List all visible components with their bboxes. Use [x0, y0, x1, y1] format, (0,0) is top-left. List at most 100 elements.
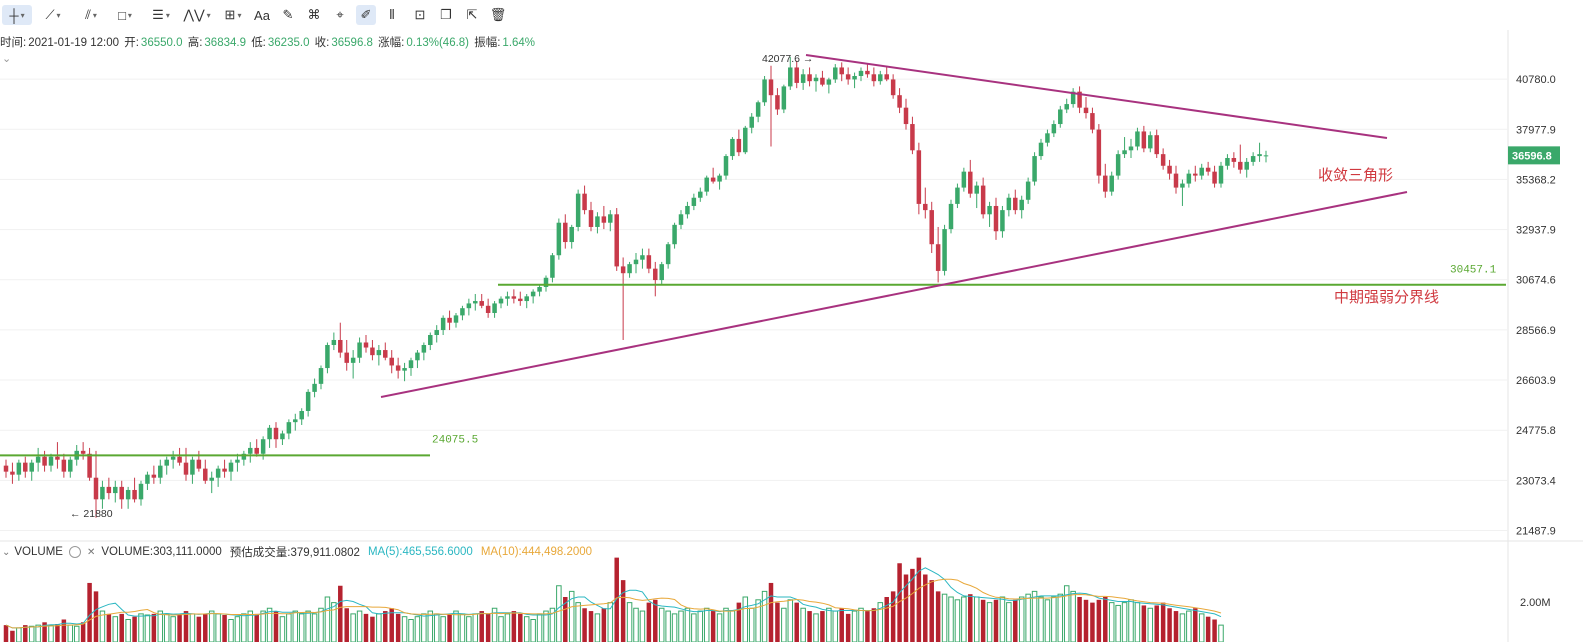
volume-bar	[536, 613, 543, 642]
volume-bar	[697, 610, 704, 642]
volume-bar	[633, 607, 639, 642]
collapse-volume-icon[interactable]: ⌄	[2, 546, 11, 558]
amplitude-label: 振幅:	[474, 37, 501, 49]
candle-body	[42, 456, 47, 466]
candle-body	[518, 298, 523, 302]
volume-bar	[716, 613, 723, 642]
candle-body	[170, 456, 176, 460]
crosshair-tool-icon[interactable]: ┼ ▾	[2, 5, 32, 25]
volume-bar	[530, 619, 536, 642]
candle-body	[1077, 91, 1082, 108]
draw-mode-tool-icon[interactable]: ✐	[356, 5, 376, 25]
candle-body	[871, 74, 877, 82]
candle-body	[826, 79, 832, 85]
triangle-upper-line	[805, 54, 1388, 139]
volume-bar	[1193, 608, 1198, 642]
volume-bar	[948, 596, 954, 642]
brush-tool-icon[interactable]: ✎	[282, 7, 294, 22]
candle-body	[485, 305, 491, 313]
measure-tool-icon[interactable]: ⊞ ▾	[224, 7, 242, 22]
lock-icon[interactable]: ⊡	[414, 7, 426, 22]
volume-bar	[556, 585, 562, 642]
candle-body	[453, 315, 459, 323]
close-volume-icon[interactable]: ✕	[86, 546, 96, 558]
volume-title: VOLUME	[14, 546, 63, 558]
support-label: 中期强弱分界线	[1334, 289, 1439, 306]
drawing-toolbar: ┼ ▾ ⟋ ▾ ⫽ ▾ □ ▾ ☰ ▾ ⋀⋁ ▾ ⊞ ▾ Aa ✎ ⌘ ⌖ ✐ ⫴ ⊡ ❐ ⇱ 🗑	[0, 0, 1583, 30]
candle-body	[601, 216, 607, 223]
volume-bar	[23, 625, 28, 642]
candle-body	[704, 177, 709, 192]
candle-body	[3, 465, 9, 472]
export-icon[interactable]: ⇱	[466, 7, 478, 22]
candle-body	[434, 330, 439, 335]
magnet-tool-icon[interactable]: ⌘	[307, 7, 321, 22]
volume-bar	[723, 607, 729, 642]
candle-body	[113, 486, 118, 494]
volume-bar	[594, 613, 601, 642]
volume-bar	[383, 611, 388, 642]
volume-bar	[1038, 596, 1044, 642]
volume-bar	[865, 611, 870, 642]
volume-bar	[968, 594, 973, 642]
volume-bar	[254, 613, 259, 642]
volume-bar	[1173, 611, 1179, 642]
rectangle-tool-icon[interactable]: □ ▾	[118, 7, 132, 23]
volume-bar	[884, 597, 889, 642]
candle-body	[569, 226, 574, 243]
ruler-tool-icon[interactable]: ⌖	[336, 7, 344, 22]
candle-body	[968, 171, 973, 194]
candle-body	[1109, 175, 1114, 192]
text-tool-icon[interactable]: Aa	[254, 7, 270, 23]
volume-bar	[479, 611, 484, 642]
price-chart[interactable]: 40780.0 37977.9 35368.2 32937.9 30674.6 28566…	[0, 30, 1583, 642]
volume-bar	[1090, 602, 1095, 642]
volume-bar	[678, 610, 684, 642]
candle-body	[1000, 210, 1005, 232]
candle-body	[620, 266, 626, 274]
volume-bar	[163, 613, 170, 642]
delete-icon[interactable]: 🗑	[489, 7, 507, 22]
volume-bar	[511, 611, 517, 642]
volume-bar	[1077, 597, 1082, 642]
candle-body	[376, 350, 382, 356]
change-label: 涨幅:	[378, 37, 405, 49]
candle-body	[852, 76, 857, 80]
horizontal-lines-tool-icon[interactable]: ☰ ▾	[152, 7, 170, 22]
ohlc-toggle-icon[interactable]: ⫴	[389, 7, 395, 22]
candle-body	[23, 462, 28, 472]
volume-bar	[459, 613, 466, 642]
candle-body	[1025, 181, 1031, 200]
candle-body	[363, 342, 369, 348]
candle-body	[1154, 135, 1159, 155]
settings-gear-icon[interactable]	[68, 546, 81, 558]
candle-body	[350, 357, 356, 363]
volume-bar	[55, 624, 60, 642]
volume-bar	[1031, 590, 1038, 642]
candle-body	[1263, 155, 1269, 157]
candle-body	[479, 301, 484, 306]
ohlc-info-bar: 时间: 2021-01-19 12:00 开: 36550.0 高: 36834.9 …	[0, 34, 537, 50]
candle-body	[87, 453, 92, 478]
candle-body	[1083, 107, 1089, 114]
volume-bar	[228, 619, 234, 642]
candle-body	[537, 286, 542, 292]
parallel-channel-tool-icon[interactable]: ⫽ ▾	[85, 7, 97, 22]
volume-bar	[1179, 613, 1186, 642]
candle-body	[293, 419, 298, 423]
volume-bar	[684, 607, 691, 642]
candle-body	[10, 471, 15, 475]
copy-icon[interactable]: ❐	[440, 7, 452, 22]
candle-body	[29, 462, 34, 472]
volume-bar	[961, 596, 967, 642]
trendline-tool-icon[interactable]: ⟋ ▾	[45, 7, 61, 22]
volume-bar	[755, 599, 761, 642]
collapse-chevron-icon[interactable]: ⌄	[2, 53, 12, 65]
volume-bar	[338, 585, 343, 642]
wave-pattern-tool-icon[interactable]: ⋀⋁ ▾	[183, 7, 211, 22]
volume-bar	[916, 557, 922, 642]
candle-body	[286, 422, 292, 434]
candle-body	[1013, 197, 1018, 211]
volume-bar	[408, 619, 414, 642]
candle-body	[215, 468, 221, 478]
